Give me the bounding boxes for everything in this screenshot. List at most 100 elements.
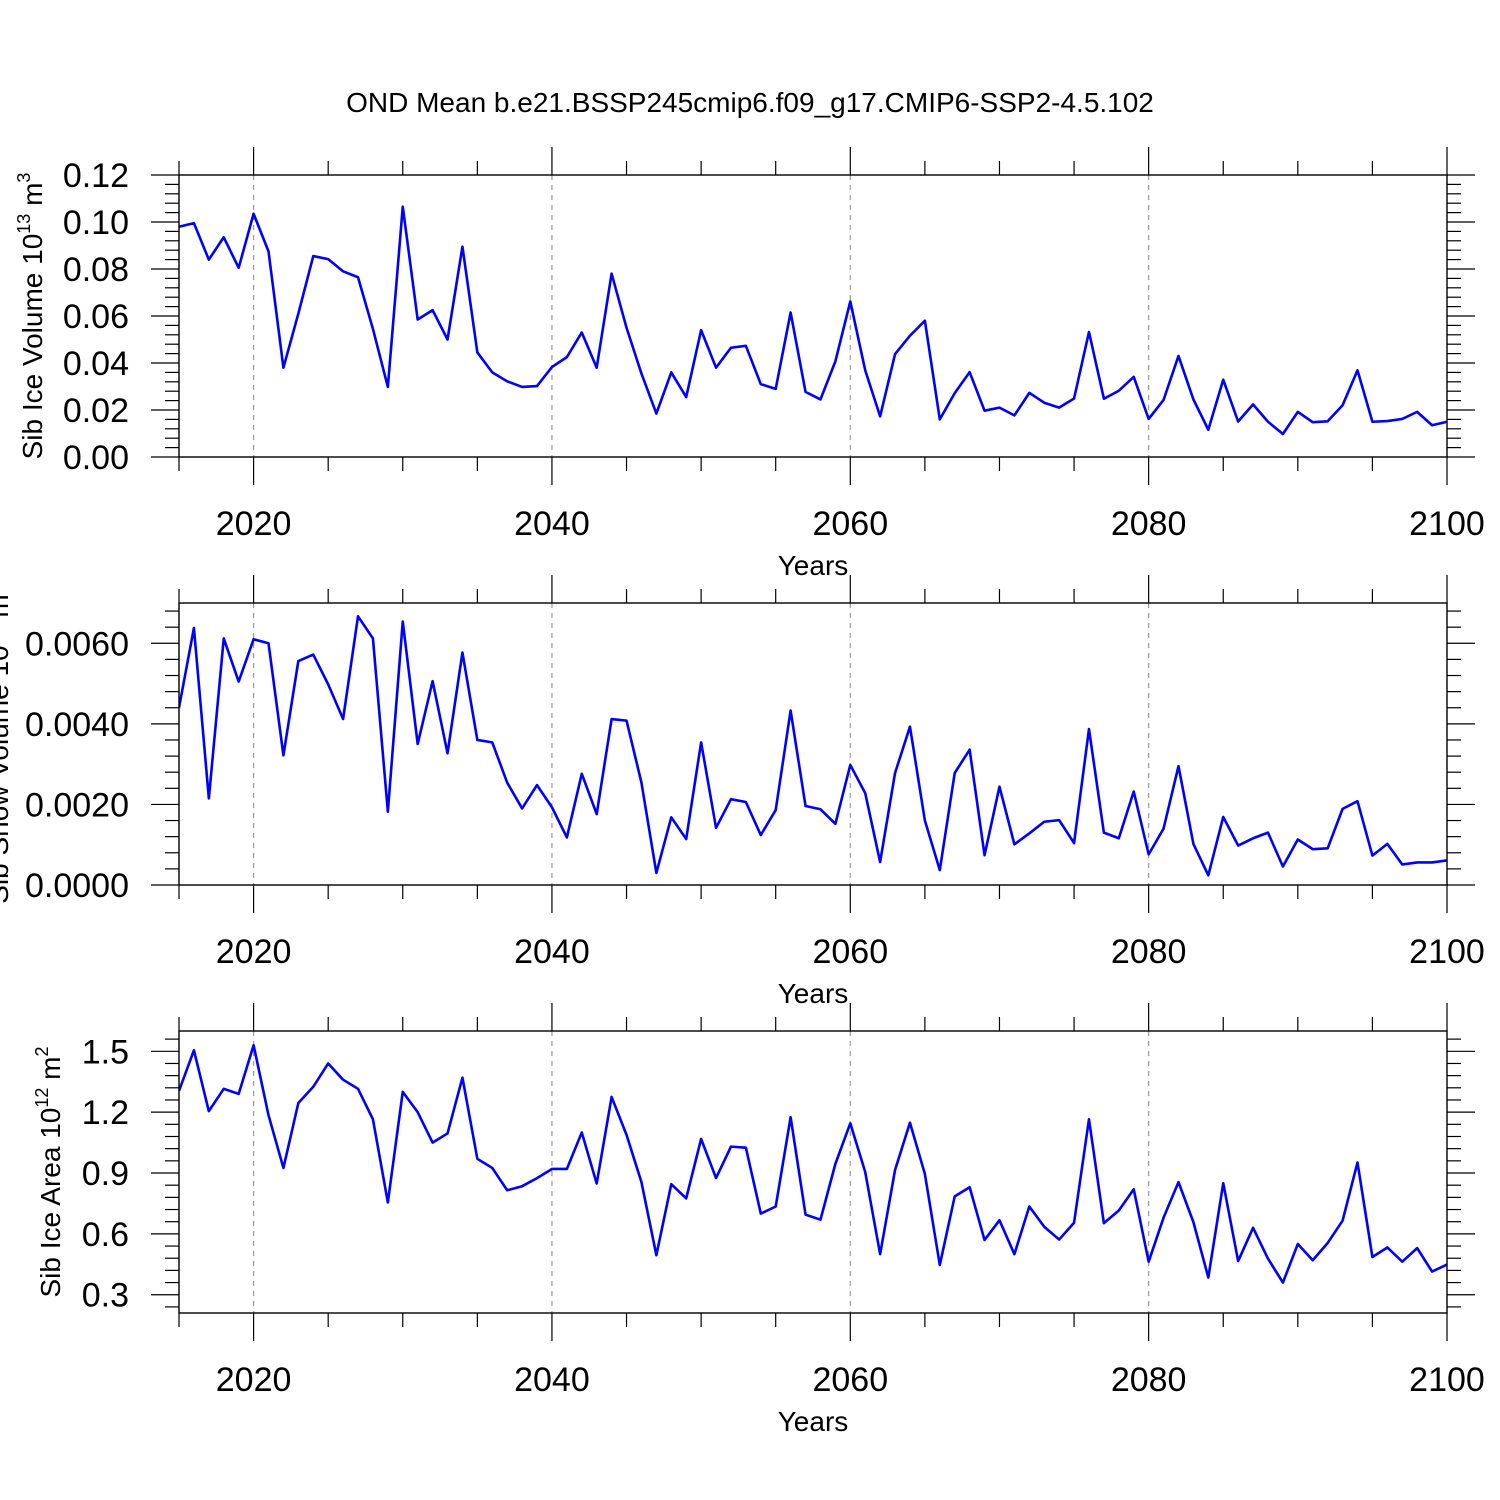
data-point — [1237, 1260, 1239, 1262]
data-point — [1237, 844, 1239, 846]
data-point — [640, 1181, 642, 1183]
x-tick-label: 2080 — [1111, 1361, 1187, 1399]
data-point — [536, 784, 538, 786]
data-point — [297, 1102, 299, 1104]
data-point — [894, 772, 896, 774]
data-point — [1386, 420, 1388, 422]
data-point — [1058, 406, 1060, 408]
series-line — [179, 614, 1447, 877]
data-point — [1356, 800, 1358, 802]
data-point — [983, 1239, 985, 1241]
data-point — [1386, 1246, 1388, 1248]
x-tick-label: 2060 — [812, 933, 888, 971]
data-point — [476, 739, 478, 741]
data-point — [1371, 1256, 1373, 1258]
y-tick-label: 0.0020 — [25, 786, 129, 824]
data-point — [849, 1122, 851, 1124]
data-point — [372, 328, 374, 330]
series-line — [179, 205, 1447, 436]
data-point — [1118, 390, 1120, 392]
data-point — [1073, 1222, 1075, 1224]
data-point — [312, 1086, 314, 1088]
data-point — [402, 1091, 404, 1093]
data-point — [357, 615, 359, 617]
data-point — [834, 1163, 836, 1165]
data-point — [968, 1186, 970, 1188]
data-point — [521, 386, 523, 388]
data-point — [491, 371, 493, 373]
data-point — [431, 680, 433, 682]
y-axis-label-unit: m — [17, 183, 48, 214]
data-point — [252, 638, 254, 640]
data-point — [267, 1114, 269, 1116]
data-point — [1162, 827, 1164, 829]
data-point — [208, 1110, 210, 1112]
y-axis-label-exp: 13 — [14, 214, 34, 234]
data-point — [431, 1141, 433, 1143]
data-point — [998, 1219, 1000, 1221]
data-point — [1252, 837, 1254, 839]
y-tick-label: 0.6 — [82, 1216, 129, 1254]
data-point — [237, 680, 239, 682]
data-point — [1282, 1281, 1284, 1283]
data-point — [1416, 861, 1418, 863]
data-point — [655, 1254, 657, 1256]
chart-title: OND Mean b.e21.BSSP245cmip6.f09_g17.CMIP… — [346, 87, 1154, 118]
x-tick-label: 2020 — [216, 1361, 292, 1399]
data-point — [819, 808, 821, 810]
data-point — [610, 273, 612, 275]
plot-border — [178, 174, 1448, 458]
data-point — [491, 741, 493, 743]
data-point — [446, 338, 448, 340]
data-point — [775, 809, 777, 811]
data-point — [775, 1205, 777, 1207]
data-point — [387, 810, 389, 812]
y-tick-label: 0.08 — [63, 251, 129, 289]
data-point — [1341, 404, 1343, 406]
data-point — [954, 772, 956, 774]
data-point — [312, 255, 314, 257]
data-point — [998, 786, 1000, 788]
data-point — [357, 276, 359, 278]
data-point — [252, 213, 254, 215]
data-point — [1431, 424, 1433, 426]
data-point — [939, 418, 941, 420]
data-point — [431, 309, 433, 311]
data-point — [1088, 1118, 1090, 1120]
data-point — [879, 1253, 881, 1255]
data-point — [983, 410, 985, 412]
data-point — [1431, 1270, 1433, 1272]
x-tick-label: 2060 — [812, 505, 888, 543]
data-point — [387, 386, 389, 388]
data-point — [461, 1076, 463, 1078]
data-point — [327, 1062, 329, 1064]
x-tick-label: 2080 — [1111, 933, 1187, 971]
data-point — [924, 1173, 926, 1175]
data-point — [730, 798, 732, 800]
data-point — [939, 869, 941, 871]
data-point — [1222, 378, 1224, 380]
y-axis-label: Sib Ice Volume 1013 m3 — [14, 173, 48, 460]
data-point — [655, 872, 657, 874]
data-point — [745, 345, 747, 347]
y-tick-label: 0.3 — [82, 1277, 129, 1315]
data-point — [879, 861, 881, 863]
data-point — [1073, 397, 1075, 399]
data-point — [1192, 843, 1194, 845]
data-point — [491, 1167, 493, 1169]
data-point — [864, 792, 866, 794]
data-point — [1177, 355, 1179, 357]
x-axis-label: Years — [778, 550, 849, 581]
x-tick-label: 2020 — [216, 933, 292, 971]
data-point — [327, 683, 329, 685]
data-point — [864, 1171, 866, 1173]
data-point — [282, 1167, 284, 1169]
data-point — [745, 801, 747, 803]
data-point — [506, 1189, 508, 1191]
y-tick-label: 0.0060 — [25, 625, 129, 663]
data-point — [1326, 847, 1328, 849]
data-point — [581, 331, 583, 333]
data-point — [1416, 411, 1418, 413]
data-point — [1028, 832, 1030, 834]
data-point — [670, 1183, 672, 1185]
